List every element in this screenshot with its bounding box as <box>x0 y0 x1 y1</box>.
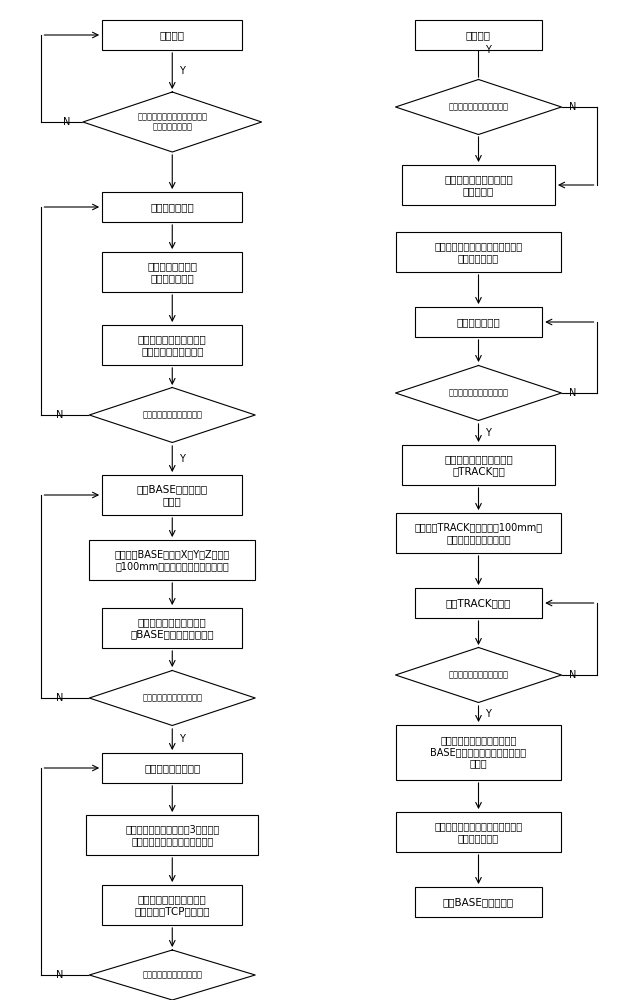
Polygon shape <box>396 648 561 702</box>
FancyBboxPatch shape <box>396 513 561 553</box>
FancyBboxPatch shape <box>89 540 255 580</box>
Text: N: N <box>568 102 576 112</box>
Text: 系统自检: 系统自检 <box>160 30 185 40</box>
Text: 上位机根据位姿转换矩阵计算
BASE坐标系原点在世界坐标系下
的位置: 上位机根据位姿转换矩阵计算 BASE坐标系原点在世界坐标系下 的位置 <box>431 735 526 769</box>
FancyBboxPatch shape <box>415 307 542 337</box>
FancyBboxPatch shape <box>102 20 242 50</box>
Text: Y: Y <box>485 45 491 55</box>
FancyBboxPatch shape <box>102 885 242 925</box>
Text: 机器人回零，激光跟测量靶标在世
界坐标系下位置: 机器人回零，激光跟测量靶标在世 界坐标系下位置 <box>434 821 523 843</box>
Text: 标定评估：误差是否超差？: 标定评估：误差是否超差？ <box>449 103 508 111</box>
Text: 机器人沿BASE坐标系X、Y、Z轴每移
动100mm激光跟踪仪测量靶标坐标值: 机器人沿BASE坐标系X、Y、Z轴每移 动100mm激光跟踪仪测量靶标坐标值 <box>115 549 230 571</box>
Polygon shape <box>83 92 262 152</box>
Text: 机器人工具运行到并记下平面上三
个特征点坐标值: 机器人工具运行到并记下平面上三 个特征点坐标值 <box>434 241 523 263</box>
Text: 系统评估：机器人、激光跟踪仪
全行程运动正常？: 系统评估：机器人、激光跟踪仪 全行程运动正常？ <box>137 112 207 132</box>
FancyBboxPatch shape <box>396 232 561 272</box>
Text: 标定靶标工具坐标系: 标定靶标工具坐标系 <box>144 763 200 773</box>
Text: 标定BASE坐标系原点: 标定BASE坐标系原点 <box>443 897 514 907</box>
FancyBboxPatch shape <box>102 753 242 783</box>
FancyBboxPatch shape <box>396 724 561 780</box>
FancyBboxPatch shape <box>415 20 542 50</box>
Text: N: N <box>63 117 71 127</box>
Text: Y: Y <box>179 734 185 744</box>
Polygon shape <box>89 950 255 1000</box>
Text: Y: Y <box>179 454 185 464</box>
FancyBboxPatch shape <box>402 445 555 485</box>
FancyBboxPatch shape <box>102 325 242 365</box>
Text: N: N <box>56 410 63 420</box>
Text: N: N <box>568 670 576 680</box>
FancyBboxPatch shape <box>415 588 542 618</box>
Text: Y: Y <box>485 428 491 438</box>
Text: 机器人沿TRACK方向每移动100mm激
光跟踪仪测量靶标坐标值: 机器人沿TRACK方向每移动100mm激 光跟踪仪测量靶标坐标值 <box>415 522 542 544</box>
Text: N: N <box>56 693 63 703</box>
FancyBboxPatch shape <box>102 252 242 292</box>
Text: 标定评估：误差是否超差？: 标定评估：误差是否超差？ <box>142 410 202 420</box>
Text: 标定评估：误差是否超差？: 标定评估：误差是否超差？ <box>142 970 202 980</box>
Text: 标定BASE坐标系坐标
轴方向: 标定BASE坐标系坐标 轴方向 <box>137 484 208 506</box>
FancyBboxPatch shape <box>402 165 555 205</box>
Polygon shape <box>396 365 561 420</box>
Text: Y: Y <box>179 66 185 76</box>
Text: 上位机根据测量值与理论
值匹配计算世界坐标系: 上位机根据测量值与理论 值匹配计算世界坐标系 <box>138 334 207 356</box>
FancyBboxPatch shape <box>415 887 542 917</box>
FancyBboxPatch shape <box>102 475 242 515</box>
Text: 上位机根据最小二乘法拟
合TRACK方向: 上位机根据最小二乘法拟 合TRACK方向 <box>444 454 513 476</box>
Text: Y: Y <box>485 709 491 719</box>
FancyBboxPatch shape <box>86 815 258 855</box>
Text: 上位机根据叉乘原理计算
工件坐标系: 上位机根据叉乘原理计算 工件坐标系 <box>444 174 513 196</box>
Text: 标定评估：误差是否超差？: 标定评估：误差是否超差？ <box>142 694 202 702</box>
Polygon shape <box>89 670 255 726</box>
FancyBboxPatch shape <box>396 812 561 852</box>
Text: N: N <box>56 970 63 980</box>
Text: 标定评估：误差是否超差？: 标定评估：误差是否超差？ <box>449 670 508 680</box>
Text: 上位机根据最小二乘法拟
合BASE坐标系坐标轴方向: 上位机根据最小二乘法拟 合BASE坐标系坐标轴方向 <box>130 617 214 639</box>
Text: 标定世界坐标系: 标定世界坐标系 <box>151 202 194 212</box>
Text: 标定TRACK坐标系: 标定TRACK坐标系 <box>446 598 511 608</box>
Text: 标定工件坐标系: 标定工件坐标系 <box>457 317 500 327</box>
Polygon shape <box>89 388 255 442</box>
FancyBboxPatch shape <box>102 608 242 648</box>
Text: N: N <box>568 388 576 398</box>
Text: 激光跟踪仪测量公
共观测点坐标值: 激光跟踪仪测量公 共观测点坐标值 <box>147 261 197 283</box>
Text: 上位机根据位姿转换矩阵
拟合靶标在TCP下的位置: 上位机根据位姿转换矩阵 拟合靶标在TCP下的位置 <box>135 894 210 916</box>
Polygon shape <box>396 80 561 134</box>
Text: 标定完成: 标定完成 <box>466 30 491 40</box>
Text: 激光跟踪仪引导机器人以3种以上不
同位姿接近世界坐标系下同一点: 激光跟踪仪引导机器人以3种以上不 同位姿接近世界坐标系下同一点 <box>125 824 219 846</box>
Text: 标定评估：误差是否超差？: 标定评估：误差是否超差？ <box>449 388 508 397</box>
FancyBboxPatch shape <box>102 192 242 222</box>
